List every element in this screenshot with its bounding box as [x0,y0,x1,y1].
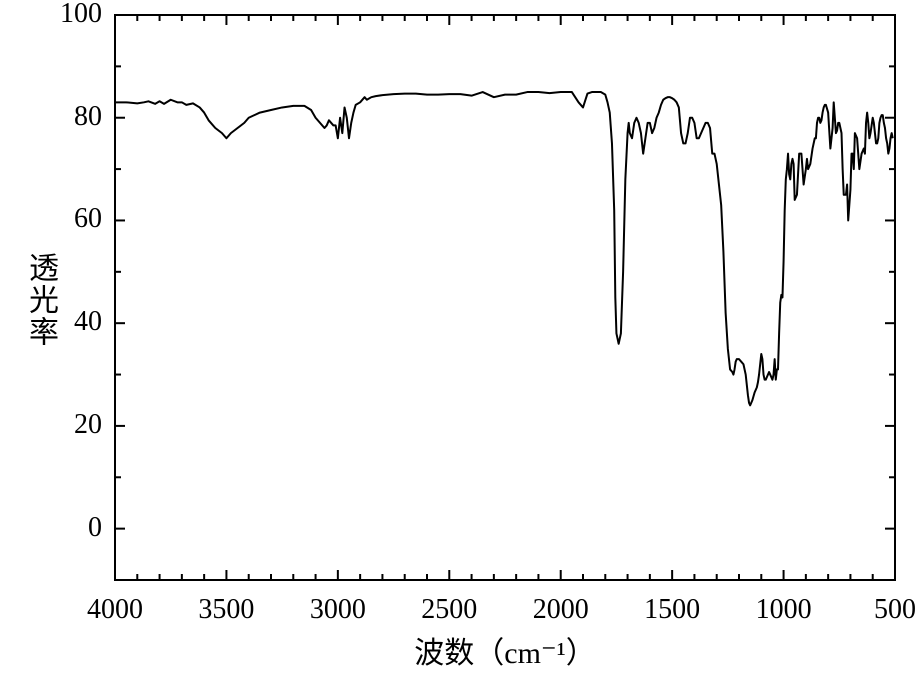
y-tick-label: 0 [88,512,102,544]
chart-container: 透光率 波数（cm⁻¹） 4000 3500 3000 2500 2000 1500 100… [0,0,915,687]
x-tick-label: 3000 [310,594,366,626]
x-tick-label: 1500 [644,594,700,626]
y-tick-label: 80 [74,101,102,133]
y-tick-label: 20 [74,409,102,441]
x-tick-label: 2500 [421,594,477,626]
x-tick-label: 4000 [87,594,143,626]
x-axis-title: 波数（cm⁻¹） [414,628,595,672]
y-tick-label: 60 [74,203,102,235]
x-tick-label: 2000 [533,594,589,626]
x-tick-label: 500 [874,594,915,626]
x-tick-label: 3500 [198,594,254,626]
x-tick-label: 1000 [756,594,812,626]
y-axis-title: 透光率 [18,252,62,348]
y-tick-label: 100 [60,0,102,30]
ir-spectrum-chart [0,0,915,687]
y-tick-label: 40 [74,306,102,338]
